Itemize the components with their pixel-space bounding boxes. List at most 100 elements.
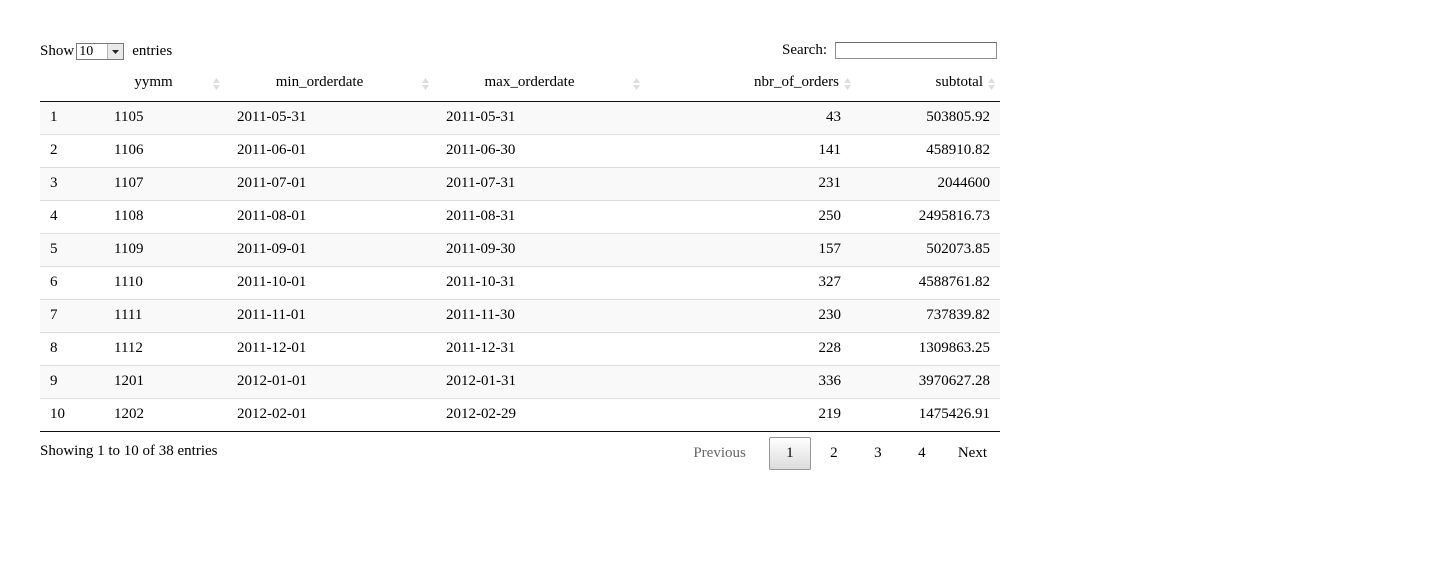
entries-per-page-select[interactable]: 10	[76, 43, 125, 60]
cell-nbr-of-orders: 219	[640, 397, 851, 432]
cell-min-orderdate: 2012-01-01	[220, 364, 429, 398]
search-control: Search:	[782, 42, 997, 59]
column-header-max-orderdate[interactable]: max_orderdate	[429, 64, 640, 102]
column-header-nbr-of-orders[interactable]: nbr_of_orders	[640, 64, 851, 102]
cell-index: 4	[40, 199, 97, 233]
length-control: Show 10 entries	[40, 43, 172, 60]
cell-nbr-of-orders: 43	[826, 109, 841, 125]
cell-min-orderdate: 2011-05-31	[237, 109, 307, 125]
table-row: 9 1201 2012-01-01 2012-01-31 336 3970627…	[40, 364, 1000, 398]
cell-index: 10	[40, 397, 97, 432]
cell-index: 3	[40, 166, 97, 200]
cell-subtotal: 1309863.25	[851, 331, 1000, 365]
cell-yymm: 1107	[97, 166, 220, 200]
column-header-min-orderdate[interactable]: min_orderdate	[220, 64, 429, 102]
cell-index: 7	[40, 298, 97, 332]
sort-both-icon	[988, 78, 995, 90]
cell-nbr-of-orders: 336	[640, 364, 851, 398]
sort-both-icon	[844, 78, 851, 90]
cell-index: 2	[40, 133, 97, 167]
cell-nbr-of-orders: 228	[640, 331, 851, 365]
cell-subtotal: 4588761.82	[851, 265, 1000, 299]
table-row: 4 1108 2011-08-01 2011-08-31 250 2495816…	[40, 199, 1000, 233]
cell-min-orderdate: 2011-11-01	[220, 298, 429, 332]
data-table: yymm min_orderdate max_orderdate	[40, 64, 1000, 432]
cell-yymm: 1106	[97, 133, 220, 167]
cell-yymm: 1111	[97, 298, 220, 332]
next-page-button[interactable]: Next	[957, 444, 987, 461]
cell-yymm: 1202	[97, 397, 220, 432]
page-button-2[interactable]: 2	[830, 444, 838, 461]
cell-nbr-of-orders: 230	[640, 298, 851, 332]
length-label-show: Show	[40, 43, 75, 59]
sort-both-icon	[213, 78, 220, 90]
cell-subtotal: 1475426.91	[851, 397, 1000, 432]
cell-nbr-of-orders: 157	[640, 232, 851, 266]
table-row: 2 1106 2011-06-01 2011-06-30 141 458910.…	[40, 133, 1000, 167]
table-header: yymm min_orderdate max_orderdate	[40, 64, 1000, 102]
pagination: Previous 1 2 3 4 Next	[678, 436, 1000, 470]
cell-max-orderdate: 2012-02-29	[429, 397, 640, 432]
cell-min-orderdate: 2011-12-01	[220, 331, 429, 365]
header-row: yymm min_orderdate max_orderdate	[40, 64, 1000, 102]
table-row: 1 1105 2011-05-31 2011-05-31 43 503805.9…	[40, 101, 1000, 134]
sort-both-icon	[422, 78, 429, 90]
cell-max-orderdate: 2011-09-30	[429, 232, 640, 266]
cell-nbr-of-orders: 250	[640, 199, 851, 233]
table-info: Showing 1 to 10 of 38 entries	[40, 442, 218, 459]
cell-max-orderdate: 2011-10-31	[429, 265, 640, 299]
table-row: 5 1109 2011-09-01 2011-09-30 157 502073.…	[40, 232, 1000, 266]
cell-subtotal: 2495816.73	[851, 199, 1000, 233]
column-header-subtotal[interactable]: subtotal	[851, 64, 1000, 102]
cell-yymm: 1108	[97, 199, 220, 233]
cell-yymm: 1112	[97, 331, 220, 365]
cell-max-orderdate: 2011-05-31	[446, 109, 516, 125]
cell-max-orderdate: 2011-12-31	[429, 331, 640, 365]
cell-subtotal: 2044600	[851, 166, 1000, 200]
cell-max-orderdate: 2011-07-31	[429, 166, 640, 200]
page-button-3[interactable]: 3	[874, 444, 882, 461]
search-label: Search:	[782, 42, 827, 58]
page-button-1[interactable]: 1	[768, 436, 811, 470]
previous-page-button[interactable]: Previous	[693, 444, 746, 461]
column-header-subtotal-label: subtotal	[935, 74, 984, 90]
cell-min-orderdate: 2011-09-01	[220, 232, 429, 266]
column-header-nbr-of-orders-label: nbr_of_orders	[754, 74, 839, 90]
cell-max-orderdate: 2012-01-31	[429, 364, 640, 398]
length-label-entries: entries	[132, 43, 173, 59]
table-row: 3 1107 2011-07-01 2011-07-31 231 2044600	[40, 166, 1000, 200]
column-header-yymm-label: yymm	[134, 74, 173, 90]
cell-nbr-of-orders: 327	[640, 265, 851, 299]
table-body: 1 1105 2011-05-31 2011-05-31 43 503805.9…	[40, 101, 1000, 432]
cell-subtotal: 737839.82	[851, 298, 1000, 332]
cell-subtotal: 503805.92	[926, 109, 990, 125]
cell-index: 5	[40, 232, 97, 266]
table-row: 7 1111 2011-11-01 2011-11-30 230 737839.…	[40, 298, 1000, 332]
cell-yymm: 1105	[114, 109, 144, 125]
cell-index: 1	[50, 109, 58, 125]
cell-min-orderdate: 2011-06-01	[220, 133, 429, 167]
entries-per-page-value: 10	[79, 43, 94, 59]
cell-min-orderdate: 2011-10-01	[220, 265, 429, 299]
table-row: 6 1110 2011-10-01 2011-10-31 327 4588761…	[40, 265, 1000, 299]
sort-both-icon	[633, 78, 640, 90]
cell-max-orderdate: 2011-06-30	[429, 133, 640, 167]
table-row: 8 1112 2011-12-01 2011-12-31 228 1309863…	[40, 331, 1000, 365]
cell-min-orderdate: 2012-02-01	[220, 397, 429, 432]
cell-min-orderdate: 2011-07-01	[220, 166, 429, 200]
table-footer: Showing 1 to 10 of 38 entries Previous 1…	[40, 436, 1000, 480]
cell-yymm: 1109	[97, 232, 220, 266]
search-input[interactable]	[835, 42, 997, 59]
table-controls: Show 10 entries Search:	[40, 40, 1000, 64]
column-header-yymm[interactable]: yymm	[97, 64, 220, 102]
cell-index: 6	[40, 265, 97, 299]
column-header-min-orderdate-label: min_orderdate	[275, 74, 364, 90]
dropdown-arrow-icon[interactable]	[107, 44, 124, 59]
page-button-4[interactable]: 4	[918, 444, 926, 461]
cell-min-orderdate: 2011-08-01	[220, 199, 429, 233]
cell-max-orderdate: 2011-11-30	[429, 298, 640, 332]
cell-yymm: 1201	[97, 364, 220, 398]
column-header-index	[40, 64, 97, 102]
datatable-wrapper: Show 10 entries Search: yymm	[40, 40, 1000, 480]
cell-nbr-of-orders: 231	[640, 166, 851, 200]
